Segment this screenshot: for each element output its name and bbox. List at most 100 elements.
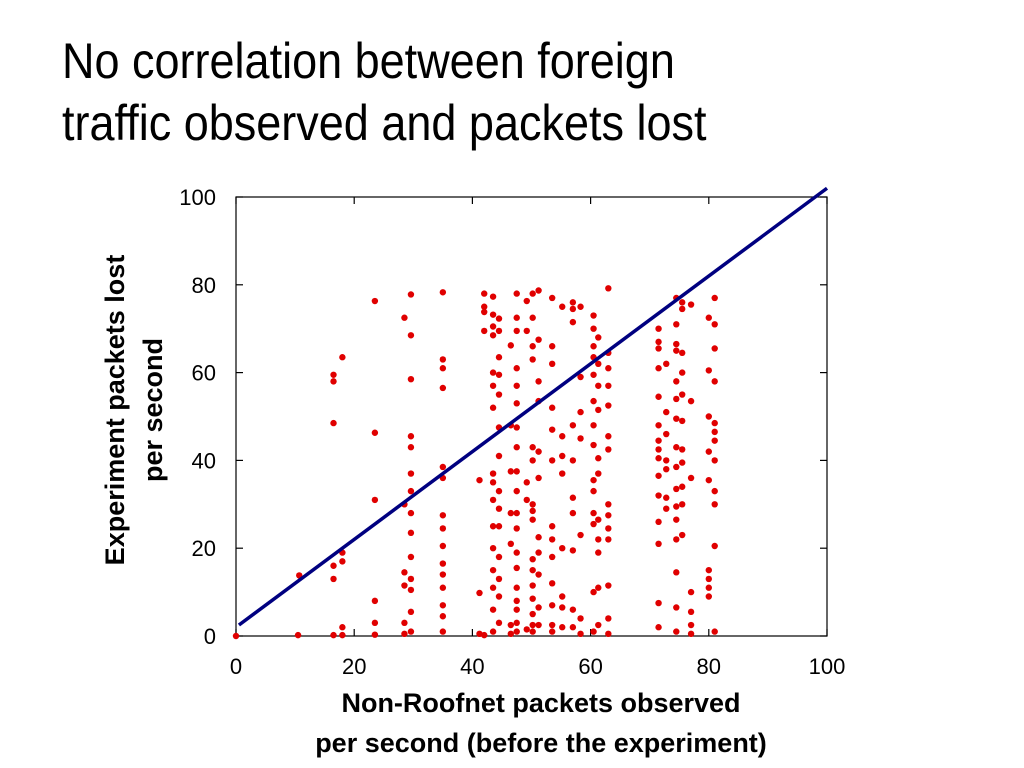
data-point [655,540,662,548]
data-point [495,487,503,495]
data-points [232,285,718,640]
data-point [559,545,566,552]
data-point [673,536,680,543]
y-tick-label: 60 [192,361,216,386]
data-point [489,606,497,613]
data-point [439,356,447,363]
data-point [590,325,597,332]
data-point [673,340,680,348]
data-point [439,628,447,635]
data-point [513,597,520,605]
x-tick-label: 100 [809,654,846,679]
data-point [577,531,584,539]
data-point [529,507,536,515]
y-tick-label: 40 [192,448,216,473]
data-point [481,303,488,310]
data-point [529,501,536,508]
data-point [495,315,503,322]
y-axis-title-line-2: per second [138,338,168,482]
data-point [330,419,337,427]
slide-title: No correlation between foreign traffic o… [62,30,872,154]
data-point [489,584,497,591]
data-point [655,325,662,332]
data-point [577,435,584,442]
data-point [401,569,408,576]
data-point [529,314,536,321]
data-point [711,628,718,635]
data-point [481,327,488,335]
data-point [655,455,662,462]
data-point [513,400,520,407]
data-point [673,516,680,523]
data-point [489,470,497,477]
data-point [495,327,503,335]
data-point [711,501,718,508]
data-point [673,628,680,635]
data-point [529,516,536,523]
data-point [489,566,497,574]
data-point [535,336,542,343]
data-point [407,575,415,583]
x-tick-label: 60 [578,654,602,679]
data-point [595,584,602,591]
data-point [559,470,566,477]
data-point [605,615,612,622]
data-point [711,294,718,302]
data-point [507,509,515,517]
data-point [439,384,447,392]
data-point [569,422,577,429]
data-point [513,606,520,613]
data-point [590,312,597,319]
data-point [495,505,503,512]
data-point [679,349,686,357]
data-point [439,512,447,519]
data-point [529,343,536,350]
y-axis-title: Experiment packets lost per second [100,255,168,566]
data-point [569,299,577,306]
data-point [673,378,680,385]
title-line-1: No correlation between foreign [62,33,675,89]
data-point [529,290,536,297]
data-point [569,509,577,517]
data-point [523,626,530,633]
data-point [711,457,718,464]
data-point [548,602,556,609]
data-point [595,549,602,556]
data-point [655,472,662,479]
data-point [507,630,515,638]
data-point [590,476,597,484]
data-point [605,365,612,372]
data-point [673,321,680,328]
axis-ticks: 0 20 40 60 80 100 0 20 40 60 80 100 [179,185,845,679]
data-point [655,393,662,400]
data-point [489,323,497,330]
data-point [605,582,612,589]
data-point [705,566,712,574]
data-point [513,584,520,591]
data-point [371,597,379,605]
data-point [569,606,577,613]
data-point [687,397,695,405]
data-point [489,479,497,486]
data-point [605,525,612,532]
data-point [294,631,302,639]
data-point [407,628,415,635]
data-point [371,429,379,436]
data-point [705,448,712,455]
data-point [495,575,503,583]
data-point [705,413,712,420]
data-point [535,571,542,578]
data-point [513,382,520,389]
data-point [548,536,556,543]
data-point [595,406,602,414]
data-point [529,457,536,464]
data-point [673,503,680,510]
data-point [513,424,520,431]
data-point [439,602,447,609]
data-point [711,378,718,385]
data-point [673,463,680,471]
data-point [605,433,612,440]
data-point [595,470,602,477]
data-point [663,465,670,473]
